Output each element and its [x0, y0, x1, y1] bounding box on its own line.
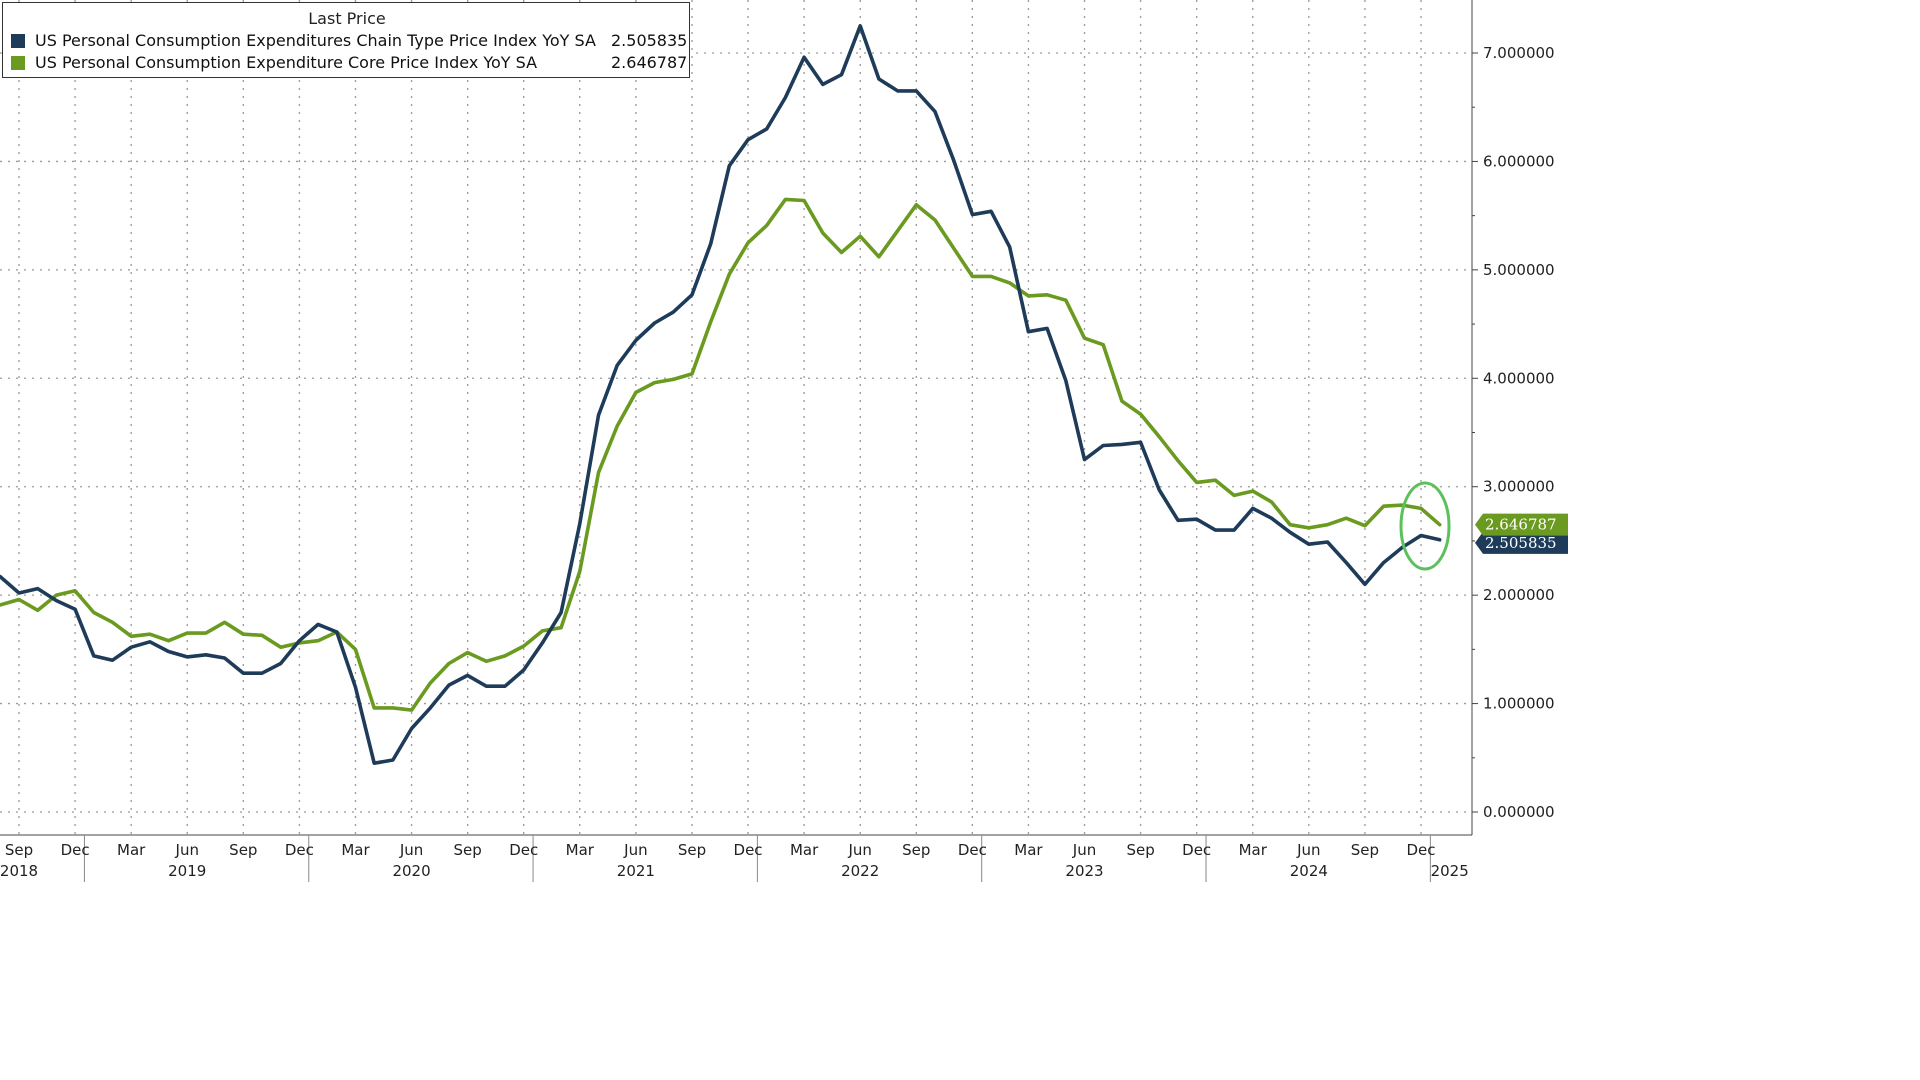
legend-swatch-pce — [11, 34, 25, 48]
x-year-label: 2018 — [0, 862, 38, 880]
legend-value: 2.505835 — [611, 31, 688, 50]
series-line-pce — [0, 24, 1442, 766]
x-tick-label: Jun — [1296, 841, 1320, 859]
x-tick-label: Sep — [453, 841, 481, 859]
last-value-tag-bg — [1475, 531, 1568, 554]
last-value-tag-pce: 2.505835 — [1475, 531, 1568, 554]
chart-canvas: 0.000000 1.000000 2.000000 3.000000 4.000000… — [0, 0, 1568, 882]
legend-swatch-core-pce — [11, 56, 25, 70]
last-value-tag-bg — [1475, 513, 1568, 536]
x-year-label: 2024 — [1290, 862, 1328, 880]
chart-legend: Last Price US Personal Consumption Expen… — [2, 2, 690, 78]
x-year-label: 2021 — [617, 862, 655, 880]
y-tick-label: 6.000000 — [1483, 152, 1555, 170]
y-tick-label: 3.000000 — [1483, 478, 1555, 496]
y-tick-label: 7.000000 — [1483, 44, 1555, 62]
x-tick-label: Dec — [1182, 841, 1211, 859]
x-tick-label: Sep — [678, 841, 706, 859]
y-axis-ticks: 0.000000 1.000000 2.000000 3.000000 4.000000… — [1472, 44, 1555, 821]
x-tick-label: Mar — [1014, 841, 1043, 859]
x-tick-label: Sep — [5, 841, 33, 859]
x-tick-label: Jun — [623, 841, 647, 859]
x-tick-label: Mar — [790, 841, 819, 859]
y-tick-label: 2.000000 — [1483, 586, 1555, 604]
legend-label: US Personal Consumption Expenditures Cha… — [35, 31, 596, 50]
x-tick-label: Sep — [902, 841, 930, 859]
x-tick-label: Dec — [509, 841, 538, 859]
x-year-label: 2023 — [1065, 862, 1103, 880]
x-tick-label: Mar — [566, 841, 595, 859]
x-tick-label: Jun — [399, 841, 423, 859]
y-tick-label: 0.000000 — [1483, 803, 1555, 821]
gridlines — [0, 0, 1472, 835]
x-tick-label: Dec — [1406, 841, 1435, 859]
x-year-label: 2019 — [168, 862, 206, 880]
series-line-core-pce — [0, 197, 1442, 712]
x-tick-label: Mar — [341, 841, 370, 859]
x-tick-label: Dec — [61, 841, 90, 859]
x-tick-label: Dec — [285, 841, 314, 859]
last-value-tag-label: 2.505835 — [1485, 534, 1557, 552]
legend-value: 2.646787 — [611, 53, 688, 72]
x-year-label: 2020 — [392, 862, 430, 880]
x-tick-label: Sep — [1126, 841, 1154, 859]
x-tick-label: Dec — [734, 841, 763, 859]
y-tick-label: 5.000000 — [1483, 261, 1555, 279]
series-lines — [0, 24, 1442, 766]
legend-label: US Personal Consumption Expenditure Core… — [35, 53, 538, 72]
y-tick-label: 4.000000 — [1483, 369, 1555, 387]
last-value-tag-label: 2.646787 — [1485, 516, 1557, 534]
last-value-tag-core-pce: 2.646787 — [1475, 513, 1568, 536]
x-tick-label: Jun — [847, 841, 871, 859]
legend-title: Last Price — [308, 9, 386, 28]
x-tick-label: Sep — [229, 841, 257, 859]
x-year-label: 2022 — [841, 862, 879, 880]
highlight-circle — [1399, 481, 1451, 571]
x-tick-label: Dec — [958, 841, 987, 859]
y-tick-label: 1.000000 — [1483, 695, 1555, 713]
x-year-label: 2025 — [1431, 862, 1469, 880]
x-tick-label: Mar — [1239, 841, 1268, 859]
x-tick-label: Jun — [1072, 841, 1096, 859]
x-tick-label: Jun — [175, 841, 199, 859]
x-axis-ticks: Sep Dec Mar Jun Sep Dec Mar Jun Sep Dec Mar Jun Sep D… — [0, 841, 1469, 880]
axes — [0, 0, 1473, 882]
x-tick-label: Sep — [1351, 841, 1379, 859]
x-tick-label: Mar — [117, 841, 146, 859]
